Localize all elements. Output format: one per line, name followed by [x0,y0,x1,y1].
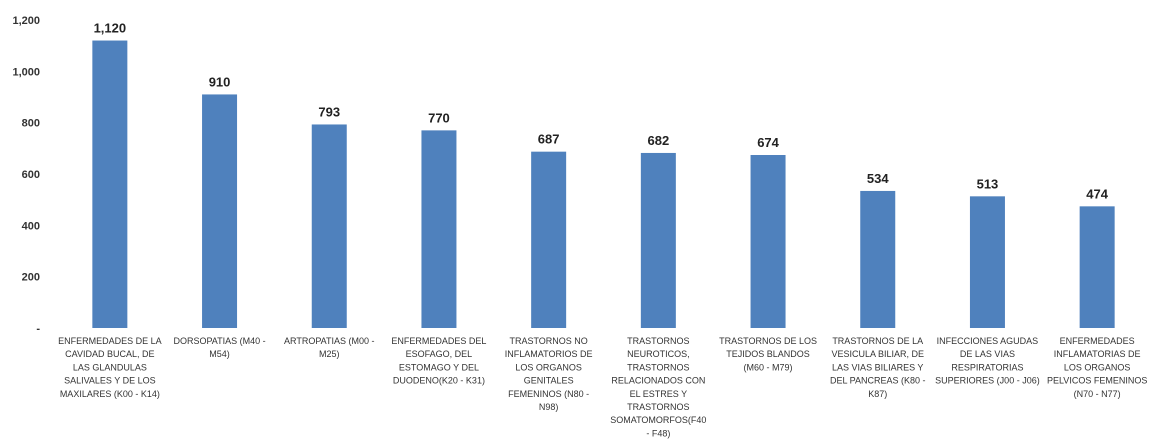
category-label-line: - F48) [646,428,670,438]
category-label-line: ENFERMEDADES DEL [391,336,486,346]
category-label-line: N98) [539,402,559,412]
y-tick-label: 1,000 [12,66,40,78]
category-label-line: RELACIONADOS CON [611,376,705,386]
category-label-line: TRASTORNOS [627,402,689,412]
category-label: TRASTORNOS DE LA VESICULA BILIAR, DE LAS V… [830,336,926,399]
category-label-line: ARTROPATIAS (M00 - [284,336,375,346]
category-label: ARTROPATIAS (M00 - M25) [284,336,375,359]
category-label-line: ENFERMEDADES DE LA [58,336,162,346]
category-label-line: LAS VIAS BILIARES Y [832,362,923,372]
bars [92,40,1115,329]
data-label: 534 [867,171,889,186]
category-label-line: DE LAS VIAS [960,349,1015,359]
data-label: 474 [1086,186,1108,201]
category-label-line: INFLAMATORIAS DE [1054,349,1141,359]
category-label-line: VESICULA BILIAR, DE [831,349,924,359]
category-label-line: RESPIRATORIAS [951,362,1023,372]
category-label-line: ESTOMAGO Y DEL [399,362,479,372]
category-label-line: K87) [868,389,887,399]
bar [750,155,786,328]
category-label-line: DUODENO(K20 - K31) [393,376,485,386]
y-tick-label: - [36,323,40,335]
data-labels: 1,120 910 793 770 687 682 674 534 513 474 [94,21,1109,202]
category-label-line: FEMENINOS (N80 - [508,389,589,399]
y-axis: - 200 400 600 800 1,000 1,200 [12,15,40,335]
y-tick-label: 800 [22,118,40,130]
bar [311,124,347,328]
x-axis: ENFERMEDADES DE LA CAVIDAD BUCAL, DE LAS G… [58,336,1147,438]
bar [1079,206,1115,328]
category-label: TRASTORNOS NO INFLAMATORIOS DE LOS ORGANOS… [505,336,593,412]
data-label: 910 [209,74,231,89]
y-tick-label: 1,200 [12,15,40,27]
category-label-line: DEL PANCREAS (K80 - [830,376,926,386]
bar [860,190,896,328]
category-label-line: EL ESTRES Y [630,389,688,399]
category-label-line: M25) [319,349,340,359]
category-label: ENFERMEDADES DEL ESOFAGO, DEL ESTOMAGO Y D… [391,336,486,386]
bar [202,94,238,328]
data-label: 513 [977,176,999,191]
category-label-line: INFLAMATORIOS DE [505,349,593,359]
category-label-line: (N70 - N77) [1074,389,1121,399]
category-label-line: GENITALES [524,376,574,386]
bar [969,196,1005,328]
category-label-line: ESOFAGO, DEL [406,349,473,359]
category-label-line: ENFERMEDADES [1060,336,1135,346]
category-label: TRASTORNOS NEUROTICOS, TRASTORNOS RELACIONA… [610,336,706,438]
data-label: 682 [647,133,669,148]
category-label-line: SOMATOMORFOS(F40 [610,415,706,425]
category-label: ENFERMEDADES INFLAMATORIAS DE LOS ORGANOS P… [1047,336,1147,399]
category-label: TRASTORNOS DE LOS TEJIDOS BLANDOS (M60 - M… [719,336,817,372]
data-label: 687 [538,132,560,147]
category-label: DORSOPATIAS (M40 - M54) [173,336,265,359]
category-label-line: LAS GLANDULAS [73,362,147,372]
category-label-line: TEJIDOS BLANDOS [726,349,810,359]
category-label-line: CAVIDAD BUCAL, DE [65,349,154,359]
category-label: ENFERMEDADES DE LA CAVIDAD BUCAL, DE LAS G… [58,336,162,399]
data-label: 674 [757,135,779,150]
category-label: INFECCIONES AGUDAS DE LAS VIAS RESPIRATORI… [935,336,1040,386]
data-label: 770 [428,110,450,125]
category-label-line: TRASTORNOS DE LA [832,336,923,346]
category-label-line: (M60 - M79) [744,362,793,372]
category-label-line: TRASTORNOS DE LOS [719,336,817,346]
bar [640,152,676,328]
bar [421,130,457,328]
category-label-line: TRASTORNOS [627,362,689,372]
category-label-line: M54) [209,349,230,359]
category-label-line: NEUROTICOS, [627,349,690,359]
category-label-line: TRASTORNOS NO [509,336,587,346]
category-label-line: TRASTORNOS [627,336,689,346]
bar [92,40,128,329]
category-label-line: SALIVALES Y DE LOS [64,376,156,386]
category-label-line: DORSOPATIAS (M40 - [173,336,265,346]
y-tick-label: 400 [22,220,40,232]
category-label-line: SUPERIORES (J00 - J06) [935,376,1040,386]
category-label-line: INFECCIONES AGUDAS [937,336,1039,346]
category-label-line: LOS ORGANOS [1064,362,1131,372]
bar [531,151,567,328]
category-label-line: MAXILARES (K00 - K14) [60,389,160,399]
category-label-line: LOS ORGANOS [515,362,582,372]
data-label: 1,120 [94,21,127,36]
category-label-line: PELVICOS FEMENINOS [1047,376,1147,386]
y-tick-label: 200 [22,272,40,284]
y-tick-label: 600 [22,169,40,181]
data-label: 793 [318,104,340,119]
